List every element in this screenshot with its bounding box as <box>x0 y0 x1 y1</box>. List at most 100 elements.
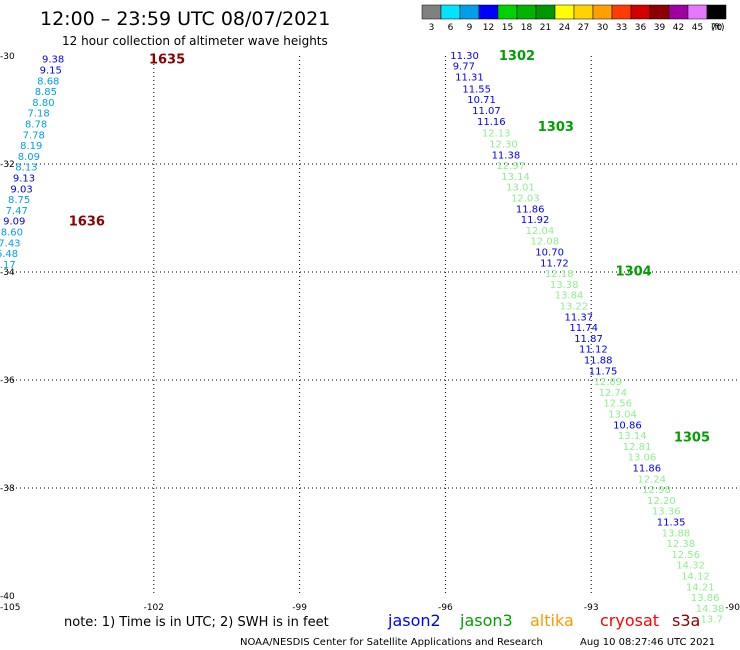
wave-height-label: 14.32 <box>676 561 705 572</box>
wave-height-label: 10.71 <box>467 95 496 106</box>
wave-height-label: 11.37 <box>564 312 593 323</box>
wave-height-label: 14.21 <box>686 582 715 593</box>
wave-height-label: 13.14 <box>501 172 530 183</box>
wave-height-label: 8.19 <box>20 141 42 152</box>
color-swatch <box>649 4 670 20</box>
wave-height-label: 11.75 <box>589 366 618 377</box>
wave-height-label: 9.77 <box>453 62 475 73</box>
color-scale-label: 27 <box>578 23 589 33</box>
color-swatch <box>687 4 708 20</box>
chart-title: 12:00 – 23:59 UTC 08/07/2021 <box>40 8 330 30</box>
wave-height-label: 12.18 <box>545 269 574 280</box>
wave-height-label: 8.80 <box>32 98 54 109</box>
footer-timestamp: Aug 10 08:27:46 UTC 2021 <box>580 637 715 648</box>
track-number-label: 1635 <box>149 53 185 68</box>
chart-subtitle: 12 hour collection of altimeter wave hei… <box>62 34 328 48</box>
color-swatch <box>516 4 537 20</box>
wave-height-label: 11.38 <box>492 150 521 161</box>
wave-height-label: 11.88 <box>584 355 613 366</box>
wave-height-label: 11.86 <box>633 463 662 474</box>
track-number-label: 1636 <box>69 215 105 230</box>
wave-height-label: 8.09 <box>18 152 40 163</box>
wave-height-label: 11.12 <box>579 345 608 356</box>
wave-height-label: 14.38 <box>696 604 725 615</box>
wave-height-label: 13.7 <box>701 615 723 626</box>
wave-height-label: 13.36 <box>652 507 681 518</box>
x-tick-label: -93 <box>584 603 599 613</box>
color-scale-label: 70 <box>711 23 723 33</box>
x-tick-label: -90 <box>725 603 740 613</box>
color-scale-label: 33 <box>616 23 627 33</box>
wave-height-label: 12.74 <box>598 388 627 399</box>
color-swatch <box>630 4 651 20</box>
wave-height-label: 12.38 <box>667 539 696 550</box>
color-scale-bar: 3 6 9 12 15 18 21 24 27 30 33 36 39 42 45 70 <box>421 4 727 33</box>
wave-height-label: 12.03 <box>511 193 540 204</box>
grid <box>8 56 737 596</box>
wave-height-label: 11.74 <box>569 323 598 334</box>
color-scale-label: 6 <box>448 23 454 33</box>
wave-height-label: 8.68 <box>37 76 59 87</box>
track-number-label: 1302 <box>499 49 535 64</box>
track-number-label: 1303 <box>538 120 574 135</box>
y-tick-label: -40 <box>0 592 15 602</box>
wave-height-label: 11.31 <box>455 73 484 84</box>
wave-height-label: 12.98 <box>642 485 671 496</box>
legend-entry-altika: altika <box>530 611 574 630</box>
x-tick-label: -102 <box>144 603 164 613</box>
wave-height-label: 14.12 <box>681 571 710 582</box>
color-swatch <box>421 4 442 20</box>
footer-credit: NOAA/NESDIS Center for Satellite Applica… <box>240 637 543 648</box>
wave-height-label: 13.86 <box>691 593 720 604</box>
legend-entry-jason2: jason2 <box>387 611 441 630</box>
wave-height-label: 12.89 <box>594 377 623 388</box>
x-axis: -105 -102 -99 -96 -93 -90 <box>0 603 740 613</box>
wave-height-label: 9.15 <box>40 66 62 77</box>
color-scale-label: 3 <box>429 23 435 33</box>
color-swatch <box>535 4 556 20</box>
wave-height-label: 13.84 <box>555 291 584 302</box>
legend-entry-cryosat: cryosat <box>600 611 659 630</box>
color-swatch <box>554 4 575 20</box>
wave-height-label: 11.16 <box>477 117 506 128</box>
color-scale-unit: (ft) <box>711 23 725 33</box>
wave-height-label: 10.70 <box>535 247 564 258</box>
wave-height-label: 13.38 <box>550 280 579 291</box>
wave-height-label: 11.35 <box>657 517 686 528</box>
y-tick-label: -38 <box>0 484 15 494</box>
color-scale-label: 12 <box>483 23 494 33</box>
wave-height-label: 13.88 <box>662 528 691 539</box>
wave-height-label: 12.08 <box>530 237 559 248</box>
wave-height-label: 11.86 <box>516 204 545 215</box>
wave-height-label: 12.04 <box>526 226 555 237</box>
color-swatch <box>440 4 461 20</box>
color-swatch <box>573 4 594 20</box>
color-scale-label: 9 <box>467 23 473 33</box>
wave-height-label: 8.78 <box>25 120 47 131</box>
wave-height-label: 11.55 <box>462 84 491 95</box>
wave-height-label: 10.86 <box>613 420 642 431</box>
color-scale-label: 30 <box>597 23 609 33</box>
wave-height-label: 13.14 <box>618 431 647 442</box>
wave-height-label: 11.72 <box>540 258 569 269</box>
wave-height-label: 11.07 <box>472 106 501 117</box>
color-swatch <box>668 4 689 20</box>
wave-height-label: 13.01 <box>506 183 535 194</box>
x-tick-label: -105 <box>0 603 20 613</box>
color-swatch <box>611 4 632 20</box>
wave-height-label: 12.30 <box>489 139 518 150</box>
wave-height-label: 12.56 <box>671 550 700 561</box>
wave-height-label: 7.78 <box>23 130 45 141</box>
x-tick-label: -99 <box>292 603 307 613</box>
wave-height-label: 7.17 <box>0 260 16 271</box>
wave-height-label: 12.56 <box>603 399 632 410</box>
x-tick-label: -96 <box>438 603 453 613</box>
wave-height-label: 9.13 <box>13 174 35 185</box>
track-number-label: 1305 <box>674 431 710 446</box>
y-tick-label: -30 <box>0 52 15 62</box>
wave-height-label: 11.30 <box>450 51 479 62</box>
wave-height-label: 9.03 <box>10 184 32 195</box>
wave-height-label: 12.81 <box>623 442 652 453</box>
wave-height-label: 12.97 <box>496 161 525 172</box>
